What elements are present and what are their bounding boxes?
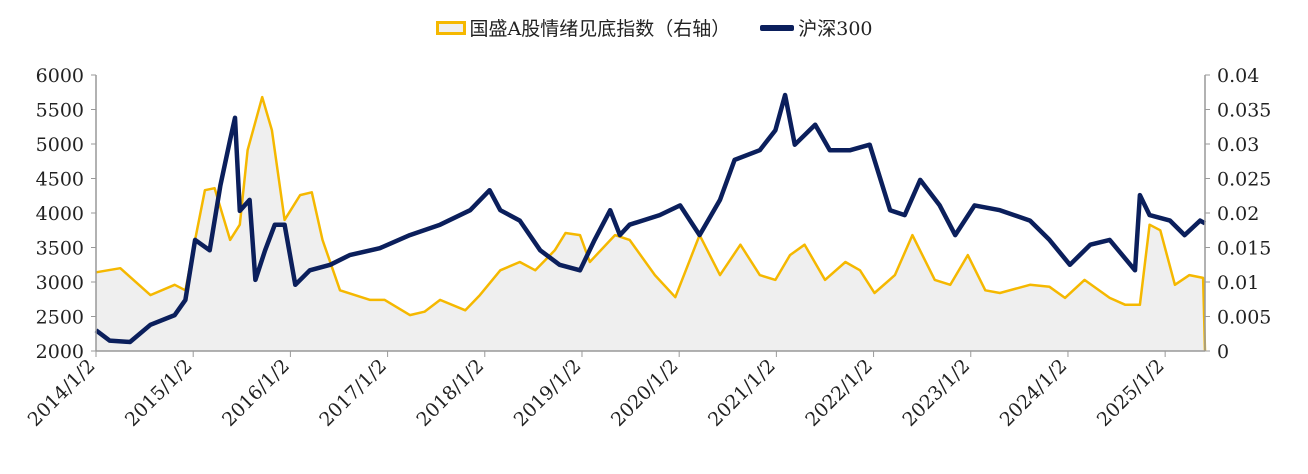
legend-swatch-line: [760, 24, 795, 31]
x-tick-label: 2023/1/2: [898, 355, 974, 431]
x-tick-label: 2020/1/2: [607, 355, 683, 431]
right-tick-label: 0.025: [1217, 169, 1271, 191]
x-tick-label: 2021/1/2: [704, 355, 780, 431]
legend-item-sentiment: 国盛A股情绪见底指数（右轴）: [435, 14, 731, 41]
left-tick-label: 2000: [36, 341, 84, 363]
chart-legend: 国盛A股情绪见底指数（右轴） 沪深300: [0, 14, 1308, 41]
x-tick-label: 2016/1/2: [218, 355, 294, 431]
left-tick-label: 4500: [36, 169, 84, 191]
sentiment-line: [95, 95, 1207, 352]
left-tick-label: 3000: [36, 272, 84, 294]
left-tick-label: 5000: [36, 134, 84, 156]
legend-item-hs300: 沪深300: [760, 14, 873, 41]
legend-label: 国盛A股情绪见底指数（右轴）: [469, 18, 731, 40]
x-tick-label: 2015/1/2: [121, 355, 197, 431]
right-tick-label: 0.015: [1217, 238, 1271, 260]
left-tick-label: 3500: [36, 238, 84, 260]
right-tick-label: 0.01: [1217, 272, 1259, 294]
x-tick-label: 2024/1/2: [996, 355, 1072, 431]
x-tick-label: 2019/1/2: [510, 355, 586, 431]
legend-swatch-area: [435, 20, 466, 35]
legend-label: 沪深300: [798, 18, 873, 40]
x-tick-label: 2025/1/2: [1093, 355, 1169, 431]
hs300-line: [94, 92, 1207, 345]
left-tick-label: 2500: [36, 307, 84, 329]
right-tick-label: 0.02: [1217, 203, 1259, 225]
x-tick-label: 2014/1/2: [24, 355, 100, 431]
x-tick-label: 2022/1/2: [801, 355, 877, 431]
left-tick-label: 6000: [36, 65, 84, 87]
sentiment-area-fill: [96, 97, 1205, 351]
right-tick-label: 0: [1217, 341, 1229, 363]
right-tick-label: 0.04: [1217, 65, 1259, 87]
left-tick-label: 5500: [36, 100, 84, 122]
right-tick-label: 0.035: [1217, 100, 1271, 122]
x-tick-label: 2018/1/2: [412, 355, 488, 431]
right-tick-label: 0.03: [1217, 134, 1259, 156]
right-tick-label: 0.005: [1217, 307, 1271, 329]
x-tick-label: 2017/1/2: [315, 355, 391, 431]
left-tick-label: 4000: [36, 203, 84, 225]
